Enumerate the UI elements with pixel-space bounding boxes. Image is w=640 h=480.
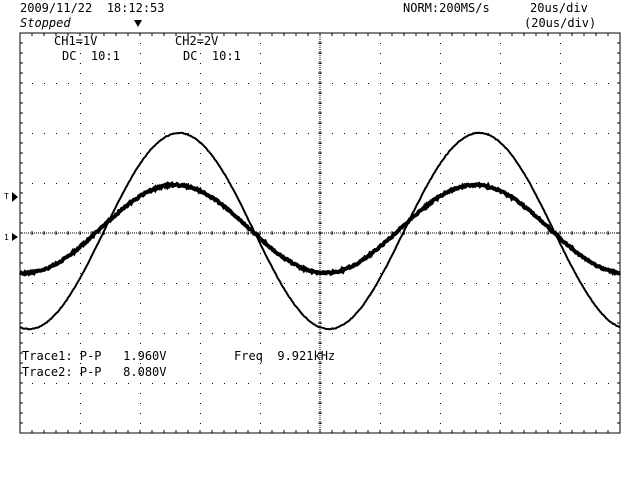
- ground-glyph: 1: [4, 231, 9, 244]
- trigger-position-marker: [134, 20, 142, 27]
- acquisition-mode-label: NORM:200MS/s: [403, 2, 490, 15]
- datetime-label: 2009/11/22 18:12:53: [20, 2, 165, 15]
- ch1-scale-label: CH1=1V: [54, 35, 97, 48]
- trigger-level-marker: [12, 192, 18, 202]
- trace2-measurement: Trace2: P-P 8.080V: [22, 366, 167, 379]
- ground-marker: [12, 233, 18, 241]
- timebase-secondary-label: (20us/div): [524, 17, 596, 30]
- trigger-level-glyph: T: [4, 190, 9, 203]
- trace1-measurement: Trace1: P-P 1.960V: [22, 350, 167, 363]
- ch2-coupling-label: DC 10:1: [183, 50, 241, 63]
- status-label: Stopped: [20, 17, 71, 30]
- ch2-scale-label: CH2=2V: [175, 35, 218, 48]
- ch1-coupling-label: DC 10:1: [62, 50, 120, 63]
- timebase-label: 20us/div: [530, 2, 588, 15]
- frequency-measurement: Freq 9.921kHz: [234, 350, 335, 363]
